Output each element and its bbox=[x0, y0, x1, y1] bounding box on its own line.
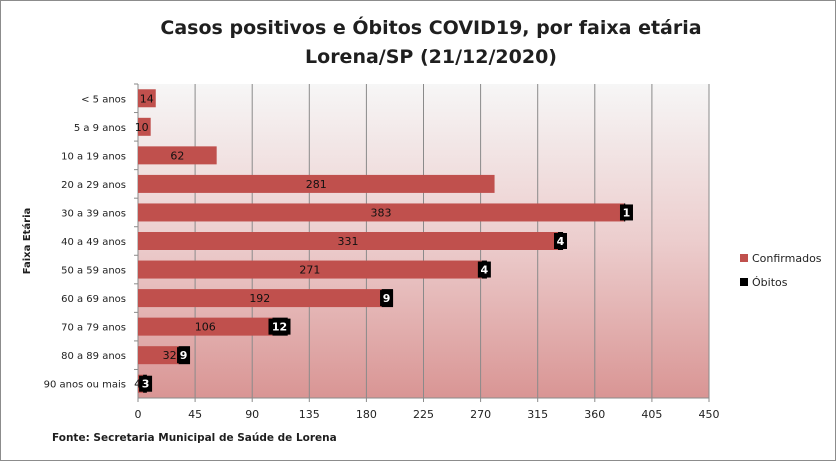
data-label-confirmados: 14 bbox=[140, 92, 154, 105]
data-label-obitos: 4 bbox=[557, 235, 565, 248]
x-tick-label: 0 bbox=[135, 408, 142, 421]
data-label-obitos: 3 bbox=[142, 378, 150, 391]
data-label-confirmados: 32 bbox=[163, 349, 177, 362]
data-label-obitos: 1 bbox=[623, 206, 631, 219]
legend-label-obitos: Óbitos bbox=[752, 275, 788, 289]
chart-title-line-2: Lorena/SP (21/12/2020) bbox=[305, 46, 557, 68]
y-tick-label: 50 a 59 anos bbox=[61, 266, 126, 277]
legend-item-confirmados: Confirmados bbox=[740, 246, 822, 270]
data-label-bg-obitos bbox=[477, 261, 491, 278]
data-label-confirmados: 106 bbox=[195, 321, 216, 334]
bar-confirmados bbox=[138, 260, 482, 279]
bar-confirmados bbox=[138, 203, 624, 222]
data-label-confirmados: 4 bbox=[134, 378, 141, 391]
data-label-confirmados: 281 bbox=[306, 178, 327, 191]
data-label-confirmados: 383 bbox=[370, 206, 391, 219]
data-label-confirmados: 62 bbox=[170, 149, 184, 162]
y-tick-label: 20 a 29 anos bbox=[61, 180, 126, 191]
data-label-bg-obitos bbox=[139, 375, 153, 392]
bar-confirmados bbox=[138, 232, 559, 250]
data-label-obitos: 12 bbox=[272, 321, 287, 334]
x-tick-label: 90 bbox=[245, 408, 259, 421]
y-axis-label: Faixa Etária bbox=[21, 208, 33, 275]
data-label-obitos: 9 bbox=[383, 292, 391, 305]
data-label-bg-obitos bbox=[268, 318, 291, 335]
data-label-bg-obitos bbox=[380, 290, 394, 307]
legend-swatch-obitos bbox=[740, 278, 748, 286]
legend: Confirmados Óbitos bbox=[740, 246, 822, 294]
data-label-bg-obitos bbox=[177, 347, 191, 364]
y-tick-label: < 5 anos bbox=[81, 94, 126, 105]
y-tick-label: 70 a 79 anos bbox=[61, 323, 126, 334]
x-tick-label: 405 bbox=[641, 408, 662, 421]
bar-confirmados bbox=[138, 117, 151, 136]
chart-title-line-1: Casos positivos e Óbitos COVID19, por fa… bbox=[160, 17, 702, 39]
source-note: Fonte: Secretaria Municipal de Saúde de … bbox=[52, 432, 337, 444]
bar-confirmados bbox=[138, 174, 495, 193]
x-tick-label: 45 bbox=[188, 408, 202, 421]
data-label-bg-obitos bbox=[619, 204, 633, 221]
data-label-confirmados: 331 bbox=[338, 235, 359, 248]
y-tick-label: 60 a 69 anos bbox=[61, 294, 126, 305]
bar-confirmados bbox=[138, 317, 273, 336]
legend-swatch-confirmados bbox=[740, 254, 748, 262]
y-tick-label: 10 a 19 anos bbox=[61, 151, 126, 162]
x-tick-label: 225 bbox=[413, 408, 434, 421]
x-tick-label: 135 bbox=[299, 408, 320, 421]
bar-confirmados bbox=[138, 289, 382, 308]
y-tick-label: 80 a 89 anos bbox=[61, 351, 126, 362]
legend-item-obitos: Óbitos bbox=[740, 270, 822, 294]
x-tick-label: 450 bbox=[699, 408, 720, 421]
y-tick-label: 40 a 49 anos bbox=[61, 237, 126, 248]
x-tick-label: 180 bbox=[356, 408, 377, 421]
data-label-obitos: 9 bbox=[180, 349, 188, 362]
bar-confirmados bbox=[138, 89, 156, 108]
bar-confirmados bbox=[138, 346, 179, 365]
data-label-obitos: 4 bbox=[481, 264, 489, 277]
y-tick-label: 5 a 9 anos bbox=[74, 123, 126, 134]
x-tick-label: 270 bbox=[470, 408, 491, 421]
data-label-confirmados: 271 bbox=[299, 264, 320, 277]
legend-label-confirmados: Confirmados bbox=[752, 251, 822, 265]
data-label-bg-obitos bbox=[554, 233, 568, 249]
bars bbox=[138, 89, 626, 393]
data-label-confirmados: 192 bbox=[249, 292, 270, 305]
chart-title: Casos positivos e Óbitos COVID19, por fa… bbox=[0, 14, 836, 72]
axes: 0 45 90 135 180 225 270 315 360 405 450 < 5 anos 5 a… bbox=[44, 83, 720, 421]
x-tick-label: 360 bbox=[584, 408, 605, 421]
y-tick-label: 30 a 39 anos bbox=[61, 208, 126, 219]
y-tick-label: 90 anos ou mais bbox=[44, 380, 126, 391]
bar-confirmados bbox=[138, 146, 217, 165]
x-tick-label: 315 bbox=[527, 408, 548, 421]
data-label-confirmados: 10 bbox=[135, 121, 149, 134]
